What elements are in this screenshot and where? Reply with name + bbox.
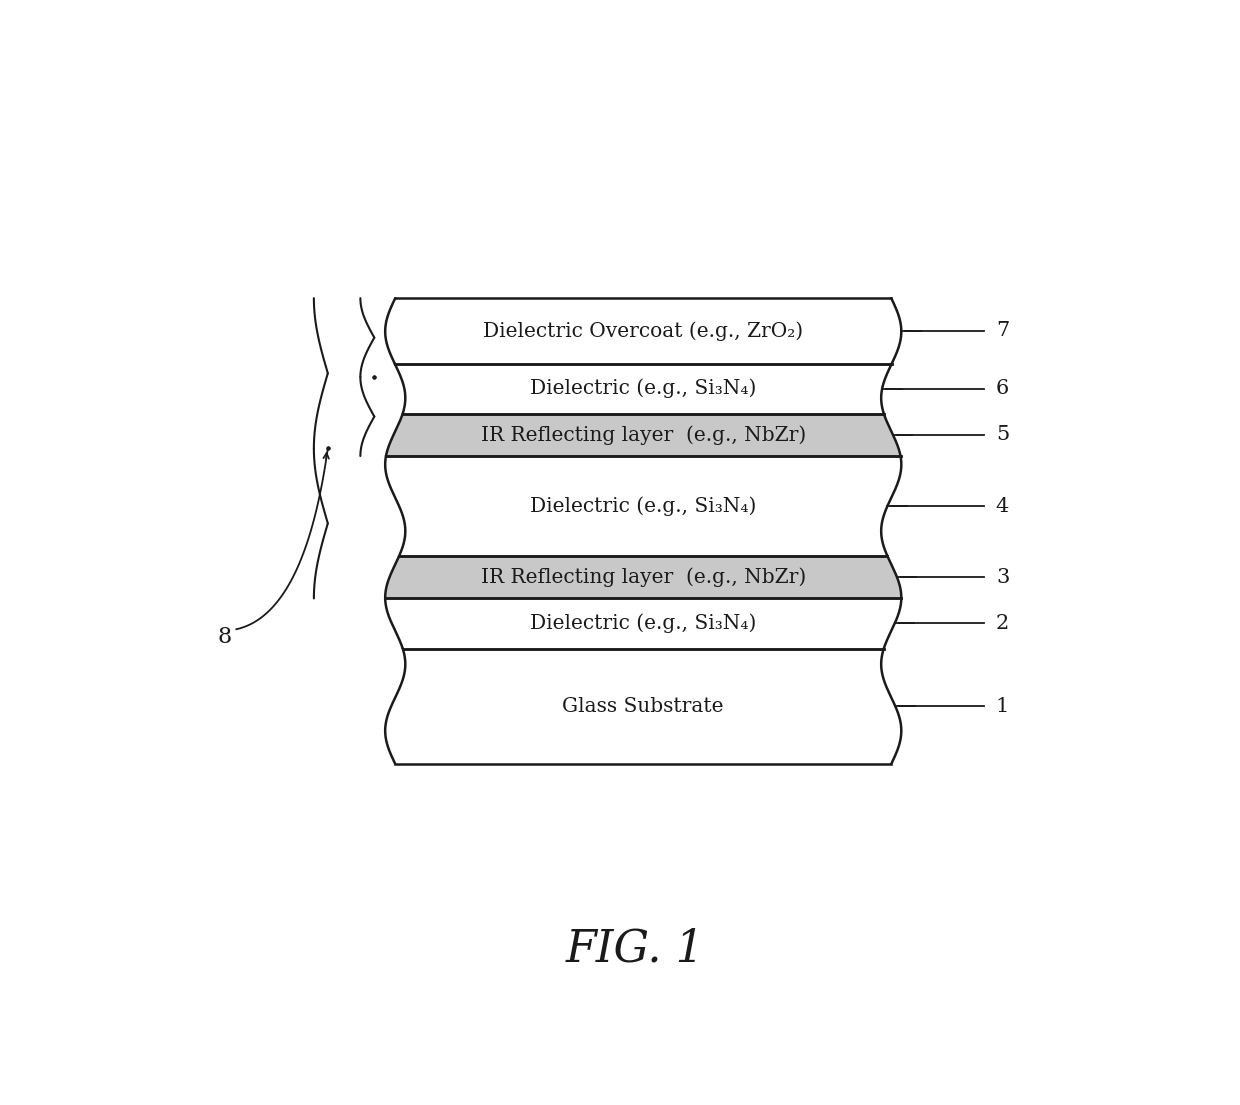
- Polygon shape: [386, 599, 901, 649]
- Text: IR Reflecting layer  (e.g., NbZr): IR Reflecting layer (e.g., NbZr): [481, 425, 806, 444]
- Text: Glass Substrate: Glass Substrate: [563, 697, 724, 716]
- Polygon shape: [386, 649, 901, 764]
- Text: 2: 2: [996, 614, 1009, 633]
- Text: 3: 3: [996, 568, 1009, 587]
- Polygon shape: [386, 456, 901, 556]
- Text: IR Reflecting layer  (e.g., NbZr): IR Reflecting layer (e.g., NbZr): [481, 568, 806, 587]
- Text: FIG. 1: FIG. 1: [565, 927, 706, 970]
- Text: Dielectric (e.g., Si₃N₄): Dielectric (e.g., Si₃N₄): [529, 496, 756, 516]
- Polygon shape: [386, 556, 901, 599]
- Text: 8: 8: [218, 625, 232, 648]
- Text: Dielectric (e.g., Si₃N₄): Dielectric (e.g., Si₃N₄): [529, 379, 756, 399]
- Polygon shape: [386, 298, 901, 364]
- Polygon shape: [386, 413, 900, 456]
- Text: 7: 7: [996, 322, 1009, 340]
- Text: Dielectric Overcoat (e.g., ZrO₂): Dielectric Overcoat (e.g., ZrO₂): [484, 322, 804, 340]
- Text: 1: 1: [996, 697, 1009, 716]
- Polygon shape: [394, 364, 892, 413]
- Text: Dielectric (e.g., Si₃N₄): Dielectric (e.g., Si₃N₄): [529, 613, 756, 633]
- Text: 6: 6: [996, 379, 1009, 398]
- Text: 4: 4: [996, 496, 1009, 516]
- Text: 5: 5: [996, 425, 1009, 444]
